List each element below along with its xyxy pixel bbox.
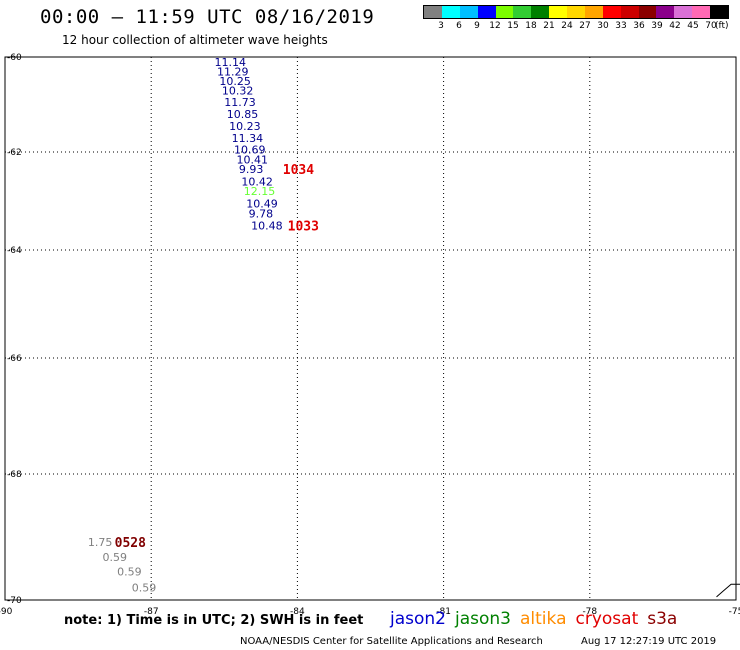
wave-height-label: 10.41: [236, 153, 268, 166]
pass-time-label: 0528: [115, 536, 146, 551]
latitude-label: -66: [7, 354, 22, 364]
wave-height-label: 11.29: [217, 65, 249, 78]
longitude-label: -75: [729, 607, 740, 617]
colorbar-swatch: [513, 6, 532, 18]
colorbar-tick-label: 9: [474, 21, 480, 31]
colorbar-tick-label: 15: [507, 21, 519, 31]
wave-height-label: 9.78: [249, 207, 274, 220]
page-subtitle: 12 hour collection of altimeter wave hei…: [62, 33, 328, 47]
colorbar-tick-label: 6: [456, 21, 462, 31]
colorbar-tick-label: 36: [633, 21, 645, 31]
wave-height-label: 10.42: [241, 175, 273, 188]
longitude-label: -78: [582, 607, 597, 617]
colorbar-tick-label: 12: [489, 21, 501, 31]
wave-height-label: 11.73: [224, 96, 256, 109]
wave-height-label: 0.59: [102, 551, 127, 564]
wave-height-label: 0.59: [117, 566, 142, 579]
wave-height-colorbar: [423, 5, 729, 19]
longitude-label: -81: [436, 607, 451, 617]
colorbar-swatch: [674, 6, 693, 18]
wave-height-label: 0.59: [132, 581, 157, 594]
colorbar-swatch: [638, 6, 657, 18]
pass-time-label: 1033: [288, 220, 319, 235]
longitude-label: -84: [290, 607, 305, 617]
colorbar-swatch: [549, 6, 567, 18]
latitude-label: -60: [7, 53, 22, 63]
generated-timestamp: Aug 17 12:27:19 UTC 2019: [581, 636, 717, 647]
latitude-label: -70: [7, 596, 22, 606]
colorbar-tick-label: 33: [615, 21, 627, 31]
colorbar-swatch: [692, 6, 710, 18]
colorbar-tick-label: 30: [597, 21, 609, 31]
colorbar-swatch: [620, 6, 639, 18]
latitude-label: -64: [7, 246, 22, 256]
wave-height-label: 10.48: [251, 220, 283, 233]
legend-item-altika: altika: [520, 609, 567, 629]
colorbar-tick-label: 45: [687, 21, 699, 31]
wave-height-label: 10.49: [246, 197, 277, 210]
wave-height-label: 12.15: [244, 185, 276, 198]
colorbar-swatch: [710, 6, 728, 18]
colorbar-swatch: [459, 6, 478, 18]
legend-item-jason3: jason3: [455, 609, 511, 629]
colorbar-tick-label: 21: [543, 21, 555, 31]
wave-height-label: 10.25: [219, 75, 251, 88]
colorbar-tick-label: 3: [438, 21, 444, 31]
colorbar-tick-label: 18: [525, 21, 537, 31]
colorbar-tick-label: 42: [669, 21, 681, 31]
coastline: [716, 583, 740, 598]
colorbar-tick-label: 27: [579, 21, 591, 31]
colorbar-swatch: [495, 6, 514, 18]
legend-item-cryosat: cryosat: [575, 609, 639, 629]
footnote: note: 1) Time is in UTC; 2) SWH is in fe…: [64, 613, 364, 628]
map-frame: [4, 56, 737, 601]
wave-height-label: 10.85: [227, 108, 259, 121]
colorbar-swatch: [602, 6, 621, 18]
credit-line: NOAA/NESDIS Center for Satellite Applica…: [240, 636, 543, 647]
colorbar-swatch: [477, 6, 496, 18]
colorbar-tick-label: 24: [561, 21, 573, 31]
colorbar-swatch: [567, 6, 585, 18]
wave-height-label: 10.69: [234, 144, 266, 157]
colorbar-swatch: [584, 6, 603, 18]
wave-height-label: 10.23: [229, 120, 261, 133]
colorbar-tick-label: 70: [705, 21, 717, 31]
colorbar-swatch: [656, 6, 675, 18]
wave-height-label: 9.93: [239, 163, 263, 176]
latitude-label: -68: [7, 470, 22, 480]
colorbar-tick-label: 39: [651, 21, 663, 31]
pass-time-label: 1034: [283, 163, 314, 178]
colorbar-swatch: [531, 6, 550, 18]
colorbar-swatch: [424, 6, 442, 18]
colorbar-tick-labels: 3 6 9 12 15 18 21 24 27 30 33 36 39 42 45 70: [423, 21, 729, 33]
latitude-label: -62: [7, 148, 22, 158]
colorbar-swatch: [441, 6, 460, 18]
satellite-legend: jason2 jason3 altika cryosat s3a: [390, 609, 677, 629]
legend-item-s3a: s3a: [647, 609, 678, 629]
colorbar-unit: (ft): [715, 21, 729, 31]
wave-height-label: 1.75: [88, 536, 113, 549]
wave-height-label: 11.34: [232, 132, 263, 145]
longitude-label: -87: [144, 607, 159, 617]
wave-height-label: 11.14: [215, 56, 247, 69]
page-title: 00:00 – 11:59 UTC 08/16/2019: [40, 6, 375, 28]
longitude-label: -90: [0, 607, 13, 617]
legend-item-jason2: jason2: [390, 609, 446, 629]
wave-height-label: 10.32: [222, 84, 254, 97]
